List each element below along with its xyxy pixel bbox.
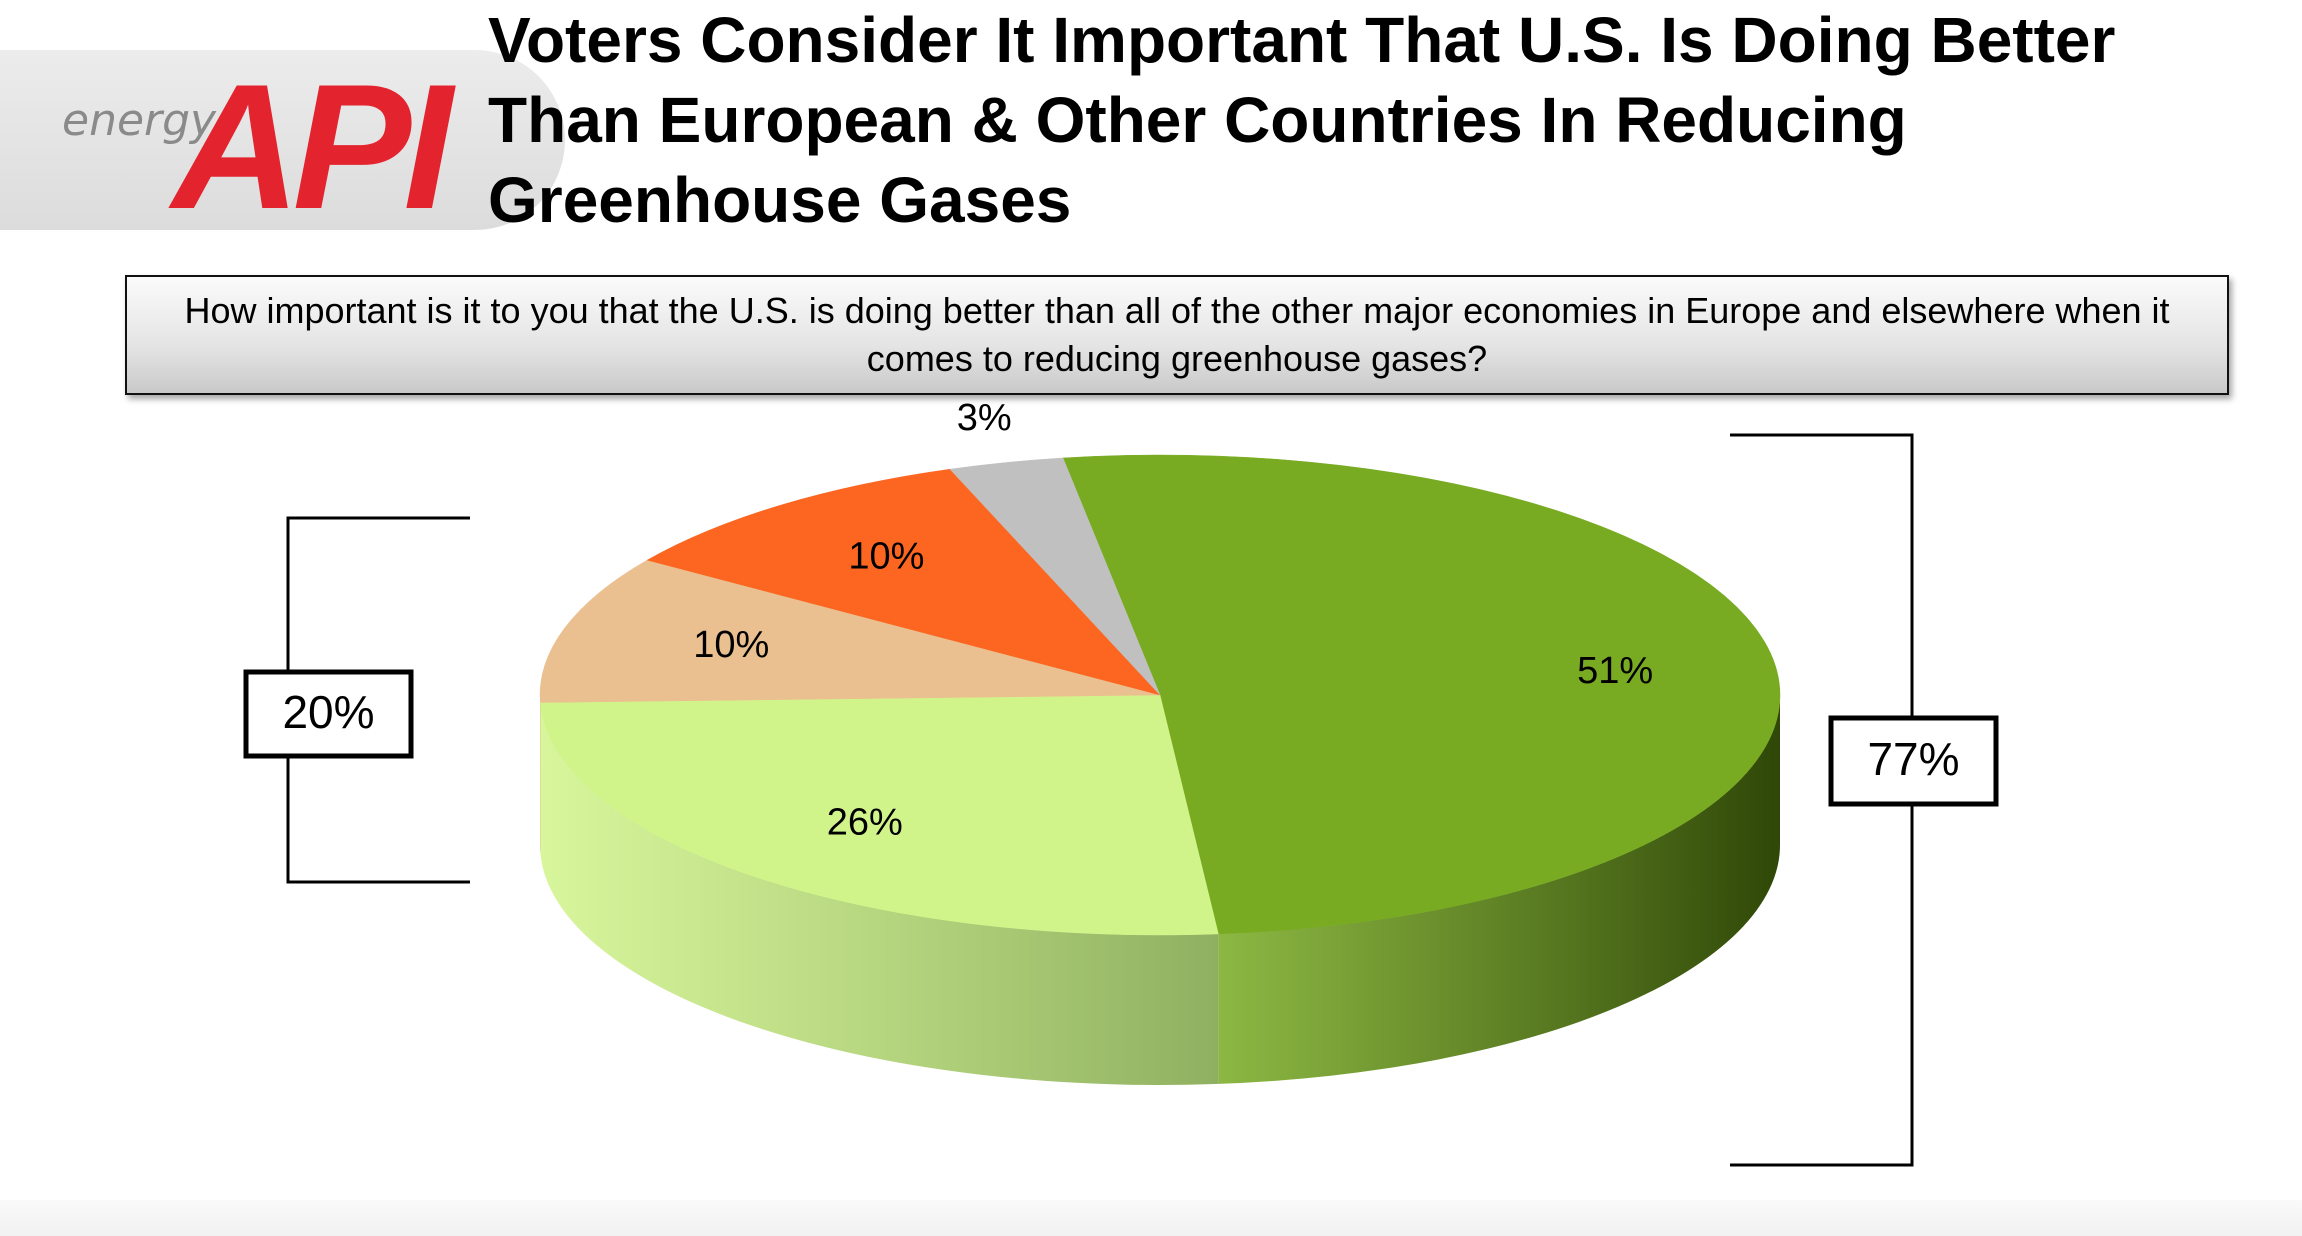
- slice-label-0: 51%: [1577, 650, 1653, 692]
- pie-top: [539, 454, 1781, 936]
- pie-slice-2: [539, 559, 1161, 703]
- pie-slice-0: [1062, 454, 1781, 935]
- logo-badge: [0, 50, 565, 230]
- slice-label-1: 26%: [827, 802, 903, 844]
- pie-side-1: [540, 702, 1219, 1085]
- logo-energy-text: energy: [62, 95, 217, 146]
- logo-api-mark: API: [172, 47, 453, 246]
- question-text: How important is it to you that the U.S.…: [184, 290, 2170, 379]
- slice-label-3: 10%: [848, 535, 924, 577]
- bracket-left-box-label: 20%: [282, 686, 374, 738]
- pie-slice-4: [949, 457, 1161, 696]
- page-title: Voters Consider It Important That U.S. I…: [488, 4, 2116, 236]
- question-box: How important is it to you that the U.S.…: [125, 275, 2229, 395]
- pie-slice-3: [646, 468, 1161, 696]
- bracket-left-box: 20%: [243, 669, 414, 759]
- bracket-right-box-label: 77%: [1867, 733, 1959, 785]
- slice-label-4: 3%: [957, 397, 1012, 439]
- footer-band: [0, 1200, 2302, 1236]
- pie-slice-1: [540, 694, 1219, 936]
- pie-side-0: [1218, 695, 1780, 1084]
- pie-sides: [540, 695, 1780, 1085]
- slice-label-2: 10%: [693, 624, 769, 666]
- bracket-right-box: 77%: [1828, 715, 1999, 807]
